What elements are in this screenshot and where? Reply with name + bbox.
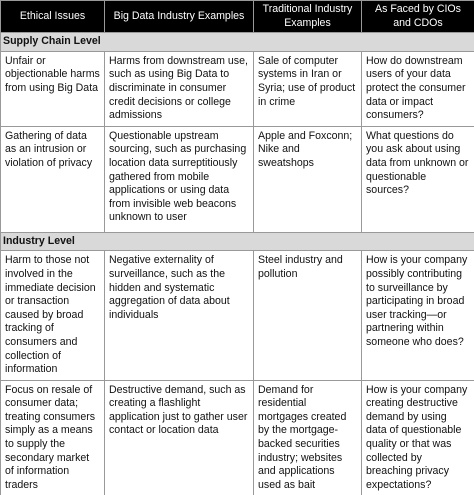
table-cell: Negative externality of surveillance, su… xyxy=(104,250,254,381)
column-header: Ethical Issues xyxy=(0,0,105,34)
section-title: Supply Chain Level xyxy=(0,32,474,52)
table-row: Unfair or objectionable harms from using… xyxy=(0,50,474,127)
section-row: Supply Chain Level xyxy=(0,32,474,52)
table-cell: How do downstream users of your data pro… xyxy=(361,50,474,127)
table-cell: How is your company creating destructive… xyxy=(361,379,474,495)
table-cell: Harm to those not involved in the immedi… xyxy=(0,250,105,381)
table-cell: Steel industry and pollution xyxy=(253,250,362,381)
table-cell: Questionable upstream sourcing, such as … xyxy=(104,125,254,233)
table-cell: Harms from downstream use, such as using… xyxy=(104,50,254,127)
table-cell: Apple and Foxconn; Nike and sweatshops xyxy=(253,125,362,233)
table-row: Harm to those not involved in the immedi… xyxy=(0,250,474,381)
column-header: Traditional Industry Examples xyxy=(253,0,362,34)
section-title: Industry Level xyxy=(0,231,474,252)
table-cell: Focus on resale of consumer data; treati… xyxy=(0,379,105,495)
table-cell: Gathering of data as an intrusion or vio… xyxy=(0,125,105,233)
table-row: Focus on resale of consumer data; treati… xyxy=(0,379,474,495)
table-cell: What questions do you ask about using da… xyxy=(361,125,474,233)
header-row: Ethical Issues Big Data Industry Examples… xyxy=(0,0,474,34)
table-cell: How is your company possibly contributin… xyxy=(361,250,474,381)
table-cell: Unfair or objectionable harms from using… xyxy=(0,50,105,127)
table-cell: Demand for residential mortgages created… xyxy=(253,379,362,495)
column-header: Big Data Industry Examples xyxy=(104,0,254,34)
column-header: As Faced by CIOs and CDOs xyxy=(361,0,474,34)
table-row: Gathering of data as an intrusion or vio… xyxy=(0,125,474,233)
section-row: Industry Level xyxy=(0,231,474,252)
table-cell: Destructive demand, such as creating a f… xyxy=(104,379,254,495)
table-cell: Sale of computer systems in Iran or Syri… xyxy=(253,50,362,127)
